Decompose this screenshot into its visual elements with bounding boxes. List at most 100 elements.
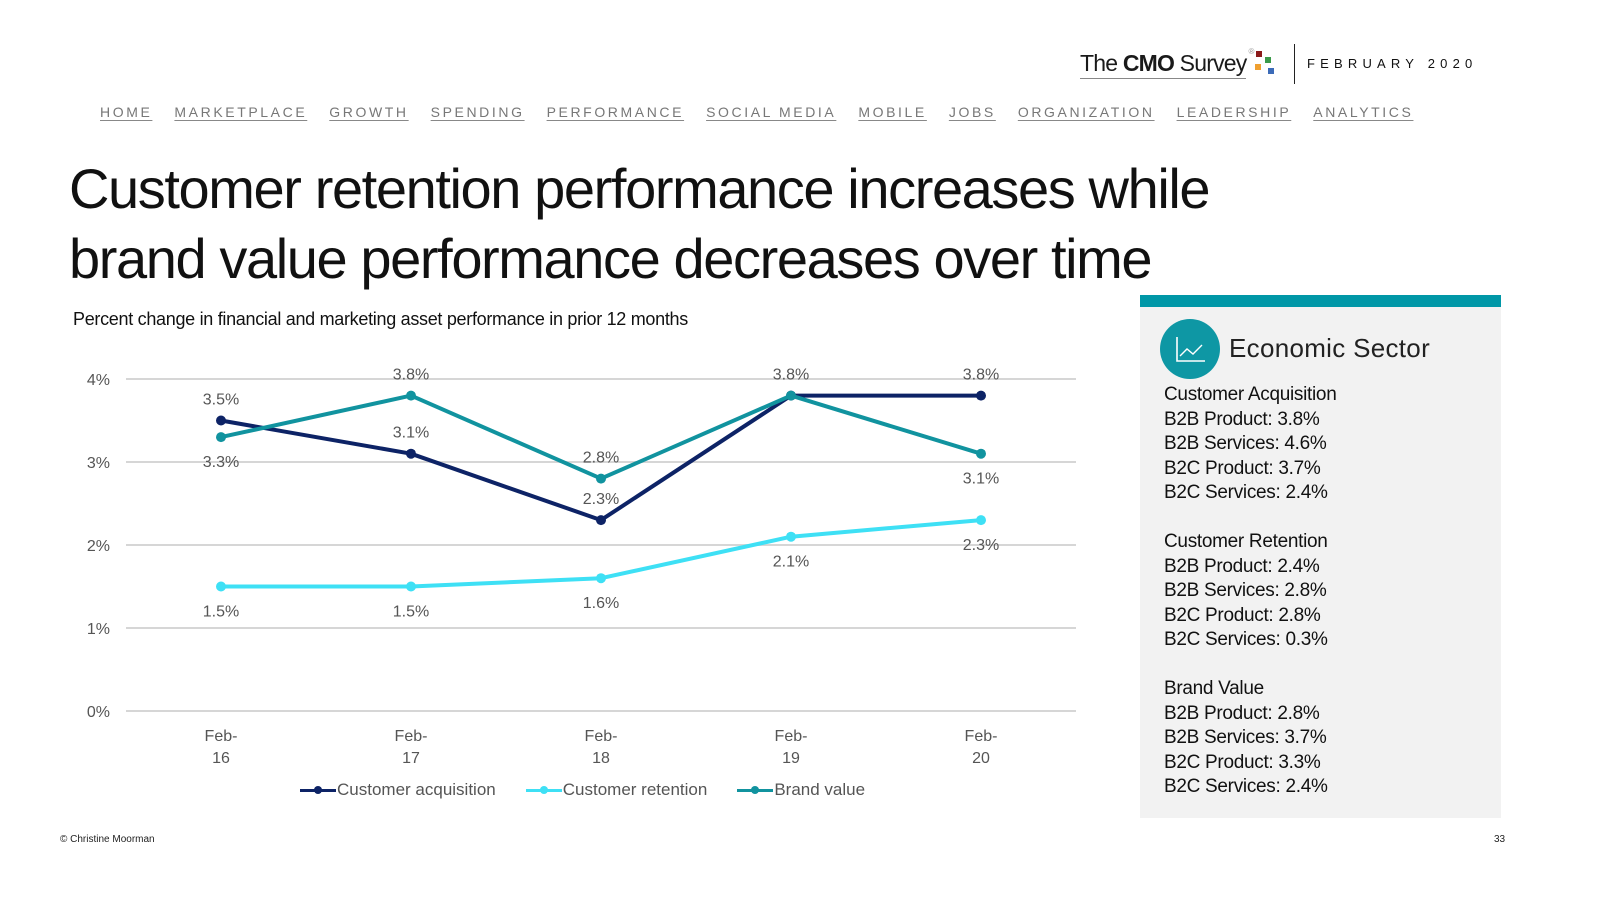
sector-group-heading: Customer Acquisition	[1164, 384, 1337, 405]
y-tick-label: 2%	[87, 538, 110, 555]
sector-item: B2B Services: 2.8%	[1164, 580, 1327, 601]
data-label: 2.1%	[773, 554, 809, 571]
sector-item: B2B Product: 3.8%	[1164, 408, 1320, 430]
title-line-1: Customer retention performance increases…	[69, 157, 1211, 220]
data-point	[216, 581, 226, 592]
y-tick-label: 4%	[87, 372, 110, 389]
nav-growth[interactable]: GROWTH	[329, 104, 409, 120]
sector-item: B2B Product: 2.4%	[1164, 555, 1320, 577]
sector-item: B2C Product: 2.8%	[1164, 604, 1321, 626]
sector-group: Customer Acquisition B2B Product: 3.8% B2B…	[1164, 383, 1337, 506]
line-chart: 0% 1% 2% 3% 4% Feb- 16 Feb- 17 Feb- 18 Feb- 19 Feb- 20…	[87, 367, 1076, 767]
data-label: 1.6%	[583, 595, 619, 612]
cmo-survey-logo[interactable]: The CMO Survey ®	[1080, 46, 1276, 82]
data-label: 3.1%	[963, 471, 999, 488]
sector-item: B2C Services: 2.4%	[1164, 482, 1328, 503]
chart-legend: Customer acquisition Customer retention Br…	[300, 780, 895, 800]
data-point	[216, 432, 226, 443]
data-point	[406, 581, 416, 592]
sector-group: Customer Retention B2B Product: 2.4% B2B S…	[1164, 530, 1336, 653]
data-point	[976, 448, 986, 459]
section-nav: HOME MARKETPLACE GROWTH SPENDING PERFORMANCE…	[100, 104, 1435, 120]
panel-title: Economic Sector	[1229, 333, 1431, 363]
nav-mobile[interactable]: MOBILE	[858, 104, 927, 120]
logo-text: The CMO Survey	[1080, 50, 1247, 79]
data-point	[596, 473, 606, 484]
x-tick-label: 18	[592, 750, 610, 767]
sector-item: B2C Services: 0.3%	[1164, 629, 1328, 650]
data-point	[596, 573, 606, 584]
nav-marketplace[interactable]: MARKETPLACE	[174, 104, 308, 120]
chart-subtitle: Percent change in financial and marketin…	[73, 309, 688, 329]
x-tick-label: Feb-	[585, 728, 618, 745]
panel-body: Customer Acquisition B2B Product: 3.8% B2B…	[1164, 383, 1337, 824]
data-label: 2.3%	[963, 537, 999, 554]
data-label: 1.5%	[393, 604, 429, 621]
legend-item: Customer acquisition	[300, 780, 496, 800]
copyright: © Christine Moorman	[60, 834, 155, 845]
data-point	[596, 515, 606, 526]
legend-label: Customer retention	[562, 780, 708, 799]
panel-accent-bar	[1140, 295, 1501, 307]
data-label: 2.3%	[583, 491, 619, 508]
x-tick-label: Feb-	[775, 728, 808, 745]
legend-label: Customer acquisition	[337, 780, 496, 799]
page-number: 33	[1494, 834, 1506, 845]
x-tick-label: 20	[972, 750, 990, 767]
y-tick-label: 0%	[87, 704, 110, 721]
sector-item: B2B Services: 3.7%	[1164, 727, 1327, 748]
data-label: 3.3%	[203, 454, 239, 471]
sector-item: B2C Services: 2.4%	[1164, 776, 1328, 797]
data-point	[786, 531, 796, 542]
data-point	[976, 515, 986, 526]
data-point	[406, 448, 416, 459]
legend-swatch-icon	[525, 785, 562, 795]
x-tick-label: Feb-	[205, 728, 238, 745]
y-tick-label: 1%	[87, 621, 110, 638]
x-tick-label: 19	[782, 750, 800, 767]
data-label: 1.5%	[203, 604, 239, 621]
data-label: 3.1%	[393, 425, 429, 442]
sector-group-heading: Brand Value	[1164, 678, 1264, 699]
nav-leadership[interactable]: LEADERSHIP	[1176, 104, 1292, 120]
sector-item: B2C Product: 3.3%	[1164, 751, 1321, 773]
data-point	[406, 390, 416, 401]
data-point	[786, 390, 796, 401]
nav-spending[interactable]: SPENDING	[430, 104, 525, 120]
report-date: FEBRUARY 2020	[1307, 56, 1478, 71]
sector-item: B2B Product: 2.8%	[1164, 702, 1320, 724]
data-label: 3.8%	[393, 367, 429, 384]
sector-group: Brand Value B2B Product: 2.8% B2B Services…	[1164, 677, 1336, 800]
x-tick-label: Feb-	[965, 728, 998, 745]
legend-swatch-icon	[737, 785, 774, 795]
data-label: 3.8%	[773, 367, 809, 384]
economic-sector-panel: Economic Sector Customer Acquisition B2B …	[1140, 295, 1501, 818]
nav-organization[interactable]: ORGANIZATION	[1017, 104, 1155, 120]
line-chart-icon	[1160, 319, 1220, 379]
header-divider	[1294, 44, 1295, 84]
logo-squares-icon: ®	[1248, 47, 1276, 79]
nav-jobs[interactable]: JOBS	[948, 104, 996, 120]
sector-group-heading: Customer Retention	[1164, 531, 1328, 552]
data-label: 2.8%	[583, 450, 619, 467]
data-label: 3.5%	[203, 392, 239, 409]
nav-performance[interactable]: PERFORMANCE	[546, 104, 685, 120]
legend-label: Brand value	[774, 780, 866, 799]
legend-item: Customer retention	[525, 780, 708, 800]
x-tick-label: 16	[212, 750, 230, 767]
data-point	[976, 390, 986, 401]
legend-swatch-icon	[300, 785, 336, 795]
x-tick-label: 17	[402, 750, 420, 767]
nav-social-media[interactable]: SOCIAL MEDIA	[706, 104, 837, 120]
y-tick-label: 3%	[87, 455, 110, 472]
page-title: Customer retention performance increases…	[69, 154, 1369, 294]
title-line-2: brand value performance decreases over t…	[69, 227, 1153, 290]
data-point	[216, 415, 226, 426]
sector-item: B2B Services: 4.6%	[1164, 433, 1327, 454]
sector-item: B2C Product: 3.7%	[1164, 457, 1321, 479]
legend-item: Brand value	[737, 780, 865, 800]
data-label: 3.8%	[963, 367, 999, 384]
x-tick-label: Feb-	[395, 728, 428, 745]
nav-home[interactable]: HOME	[100, 104, 153, 120]
nav-analytics[interactable]: ANALYTICS	[1313, 104, 1414, 120]
